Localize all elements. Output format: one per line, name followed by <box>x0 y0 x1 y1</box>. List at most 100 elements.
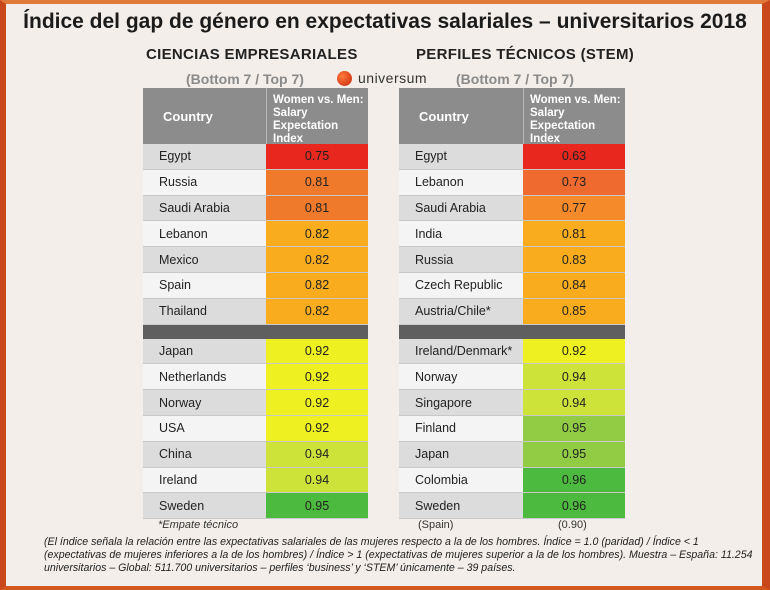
table-row: China 0.94 <box>143 441 368 468</box>
chart-title: Índice del gap de género en expectativas… <box>23 10 747 33</box>
index-value-cell: 0.96 <box>523 493 625 520</box>
index-value-cell: 0.92 <box>266 415 368 442</box>
universum-logo: universum <box>337 69 427 87</box>
table-header: Country Women vs. Men: Salary Expectation… <box>143 88 368 145</box>
country-cell: Ireland <box>143 467 266 494</box>
table-row: Spain 0.82 <box>143 272 368 299</box>
table-row: Lebanon 0.73 <box>399 169 625 196</box>
index-value-cell: 0.82 <box>266 221 368 248</box>
table-row: Norway 0.94 <box>399 364 625 391</box>
index-value-cell: 0.81 <box>266 169 368 196</box>
table-row: Saudi Arabia 0.81 <box>143 195 368 222</box>
table-row: Russia 0.81 <box>143 169 368 196</box>
index-value-cell: 0.82 <box>266 272 368 299</box>
table-row: Sweden 0.95 <box>143 493 368 520</box>
country-cell: Japan <box>399 441 523 468</box>
country-cell: Sweden <box>143 493 266 520</box>
table-row: Egypt 0.75 <box>143 144 368 170</box>
index-column-header: Women vs. Men: Salary Expectation Index <box>266 88 368 145</box>
table-row: Netherlands 0.92 <box>143 364 368 391</box>
right-group-label: (Bottom 7 / Top 7) <box>456 71 574 87</box>
index-value-cell: 0.94 <box>523 390 625 416</box>
table-row: USA 0.92 <box>143 415 368 442</box>
table-row: Czech Republic 0.84 <box>399 272 625 299</box>
country-cell: Czech Republic <box>399 272 523 299</box>
tie-footnote: *Empate técnico <box>158 519 239 531</box>
country-cell: Netherlands <box>143 364 266 391</box>
left-group-label: (Bottom 7 / Top 7) <box>186 71 304 87</box>
country-cell: Lebanon <box>143 221 266 248</box>
table-row: Sweden 0.96 <box>399 493 625 520</box>
right-table-subtitle: PERFILES TÉCNICOS (STEM) <box>416 46 635 63</box>
table-row: Austria/Chile* 0.85 <box>399 298 625 325</box>
index-value-cell: 0.94 <box>266 441 368 468</box>
table-row: Egypt 0.63 <box>399 144 625 170</box>
table-row: India 0.81 <box>399 221 625 248</box>
table-row: Mexico 0.82 <box>143 247 368 273</box>
table-row: Japan 0.95 <box>399 441 625 468</box>
country-cell: USA <box>143 415 266 442</box>
country-cell: Ireland/Denmark* <box>399 338 523 365</box>
table-row: Colombia 0.96 <box>399 467 625 494</box>
table-row: Thailand 0.82 <box>143 298 368 325</box>
index-value-cell: 0.92 <box>266 390 368 416</box>
group-separator <box>143 324 368 339</box>
country-cell: Egypt <box>399 144 523 170</box>
index-value-cell: 0.63 <box>523 144 625 170</box>
business-table: Country Women vs. Men: Salary Expectation… <box>143 88 368 520</box>
country-cell: Egypt <box>143 144 266 170</box>
index-value-cell: 0.81 <box>523 221 625 248</box>
index-value-cell: 0.84 <box>523 272 625 299</box>
group-separator <box>399 324 625 339</box>
index-value-cell: 0.75 <box>266 144 368 170</box>
table-row: Norway 0.92 <box>143 390 368 416</box>
table-header: Country Women vs. Men: Salary Expectation… <box>399 88 625 145</box>
country-cell: Singapore <box>399 390 523 416</box>
country-cell: Mexico <box>143 247 266 273</box>
country-cell: India <box>399 221 523 248</box>
index-value-cell: 0.96 <box>523 467 625 494</box>
spain-value: (0.90) <box>558 519 587 531</box>
index-value-cell: 0.94 <box>266 467 368 494</box>
spain-label: (Spain) <box>418 519 454 531</box>
country-cell: Lebanon <box>399 169 523 196</box>
stem-table: Country Women vs. Men: Salary Expectation… <box>399 88 625 520</box>
left-table-subtitle: CIENCIAS EMPRESARIALES <box>146 46 358 63</box>
country-cell: Norway <box>399 364 523 391</box>
country-cell: Finland <box>399 415 523 442</box>
country-cell: Norway <box>143 390 266 416</box>
methodology-note: (El índice señala la relación entre las … <box>44 536 753 574</box>
universum-logo-text: universum <box>358 70 428 86</box>
table-row: Russia 0.83 <box>399 247 625 273</box>
country-column-header: Country <box>163 108 213 124</box>
index-column-header: Women vs. Men: Salary Expectation Index <box>523 88 625 145</box>
country-cell: China <box>143 441 266 468</box>
index-value-cell: 0.83 <box>523 247 625 273</box>
country-cell: Japan <box>143 338 266 365</box>
country-cell: Thailand <box>143 298 266 325</box>
country-cell: Sweden <box>399 493 523 520</box>
table-row: Finland 0.95 <box>399 415 625 442</box>
index-value-cell: 0.82 <box>266 247 368 273</box>
country-cell: Austria/Chile* <box>399 298 523 325</box>
country-cell: Colombia <box>399 467 523 494</box>
country-cell: Russia <box>143 169 266 196</box>
index-value-cell: 0.95 <box>523 441 625 468</box>
index-value-cell: 0.95 <box>266 493 368 520</box>
table-row: Japan 0.92 <box>143 338 368 365</box>
index-value-cell: 0.92 <box>523 338 625 365</box>
table-row: Singapore 0.94 <box>399 390 625 416</box>
index-value-cell: 0.95 <box>523 415 625 442</box>
table-row: Lebanon 0.82 <box>143 221 368 248</box>
universum-logo-icon <box>337 70 352 86</box>
index-value-cell: 0.82 <box>266 298 368 325</box>
table-row: Ireland/Denmark* 0.92 <box>399 338 625 365</box>
index-value-cell: 0.94 <box>523 364 625 391</box>
index-value-cell: 0.92 <box>266 338 368 365</box>
index-value-cell: 0.85 <box>523 298 625 325</box>
index-value-cell: 0.73 <box>523 169 625 196</box>
country-cell: Saudi Arabia <box>399 195 523 222</box>
index-value-cell: 0.77 <box>523 195 625 222</box>
index-value-cell: 0.92 <box>266 364 368 391</box>
